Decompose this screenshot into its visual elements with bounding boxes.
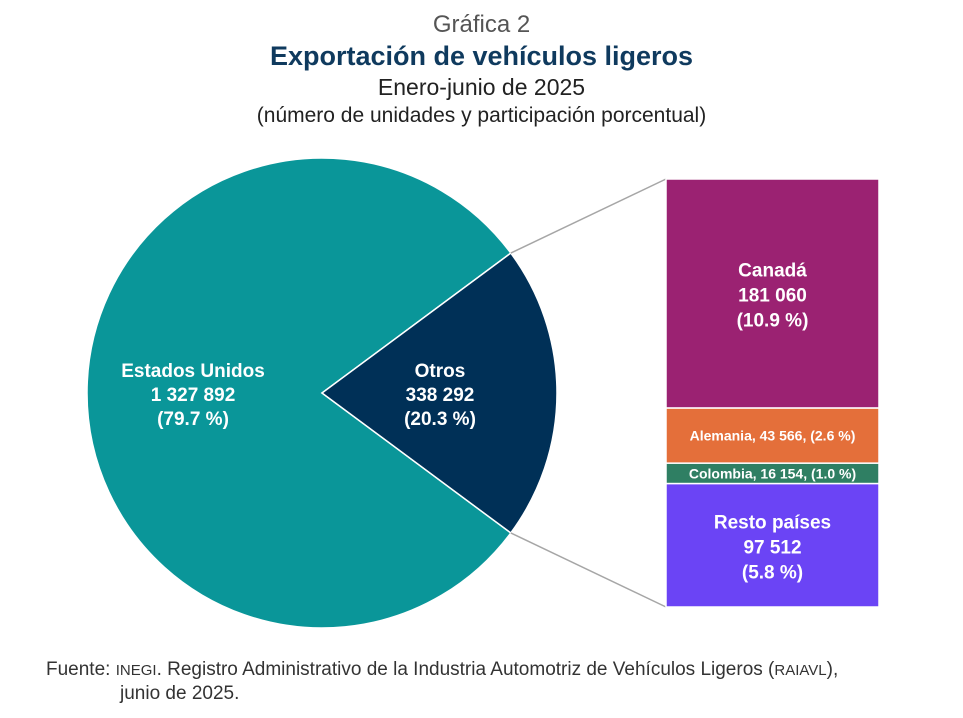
label-resto-paises-0: Resto países	[714, 512, 831, 533]
source-date: junio de 2025.	[120, 683, 240, 704]
source-text-1: . Registro Administrativo de la Industri…	[156, 659, 775, 680]
source-prefix: Fuente:	[46, 659, 116, 680]
source-acronym: RAIAVL	[774, 662, 827, 679]
pie-of-bar-chart: Estados Unidos 1 327 892 (79.7 %) Otros 338 …	[86, 157, 880, 629]
label-alemania: Alemania, 43 566, (2.6 %)	[690, 428, 856, 444]
label-resto-paises-1: 97 512	[743, 537, 801, 558]
label-estados-unidos-0: Estados Unidos	[121, 361, 265, 382]
pie-slice-otros	[320, 252, 558, 534]
connector-bottom	[510, 532, 667, 608]
label-canada-2: (10.9 %)	[737, 311, 809, 332]
label-canada-1: 181 060	[738, 286, 807, 307]
label-otros-2: (20.3 %)	[404, 409, 476, 430]
chart-subtitle: Enero-junio de 2025	[377, 74, 586, 100]
bar-segment-resto-paises	[665, 482, 880, 608]
label-otros-1: 338 292	[406, 385, 475, 406]
label-estados-unidos-2: (79.7 %)	[157, 409, 229, 430]
source-text-2: ),	[826, 659, 839, 680]
source-org: INEGI	[115, 662, 157, 679]
pie-slice-estados-unidos	[86, 157, 512, 629]
label-estados-unidos-1: 1 327 892	[151, 385, 236, 406]
bar-segment-canada	[665, 178, 880, 409]
chart-label: Gráfica 2	[432, 11, 531, 38]
source-note: Fuente: INEGI. Registro Administrativo d…	[46, 658, 838, 705]
chart-units-note: (número de unidades y participación porc…	[256, 104, 707, 127]
chart-title: Exportación de vehículos ligeros	[269, 41, 694, 71]
bar-segment-alemania	[665, 407, 880, 464]
label-otros-0: Otros	[415, 361, 466, 382]
connector-top	[510, 178, 667, 254]
label-resto-paises-2: (5.8 %)	[742, 562, 803, 583]
label-colombia: Colombia, 16 154, (1.0 %)	[689, 465, 856, 481]
label-canada-0: Canadá	[738, 261, 807, 282]
